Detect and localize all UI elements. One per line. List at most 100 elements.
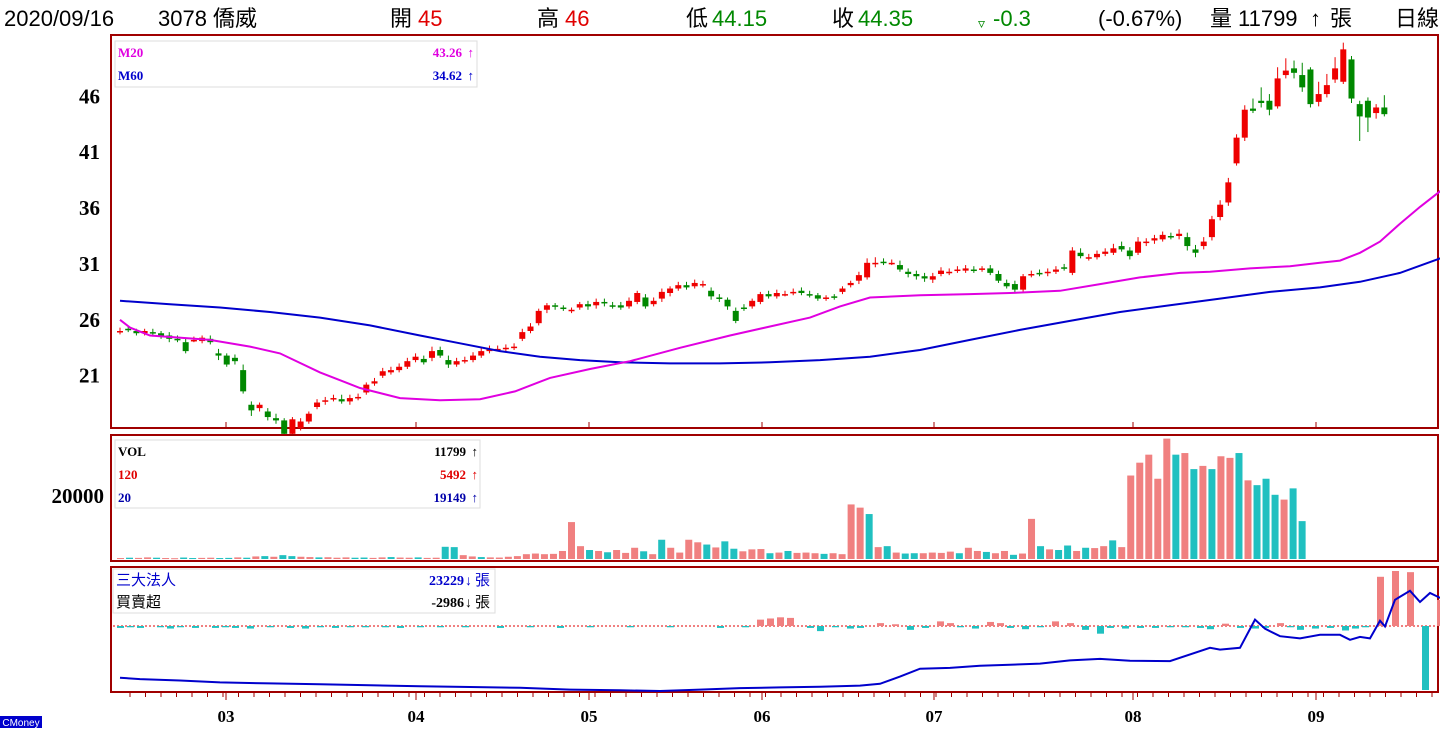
net-bar xyxy=(1297,626,1304,630)
volume-bar xyxy=(1109,540,1117,559)
net-bar xyxy=(1342,626,1349,631)
x-tick-label: 03 xyxy=(218,707,235,726)
candle-body xyxy=(699,284,706,286)
candle-body xyxy=(502,347,509,350)
candle-body xyxy=(1274,78,1281,107)
net-bar xyxy=(937,621,944,626)
candle-body xyxy=(338,399,345,402)
volume-bar xyxy=(333,557,341,559)
volume-bar xyxy=(360,557,368,559)
candle-body xyxy=(1061,267,1068,269)
candle-body xyxy=(642,297,649,307)
net-legend-value: -2986 xyxy=(431,596,464,611)
net-bar xyxy=(587,626,594,628)
volume-bar xyxy=(1000,550,1008,559)
candle-body xyxy=(757,294,764,302)
volume-bar xyxy=(1046,549,1054,559)
volume-bar xyxy=(459,555,467,559)
volume-value: 11799 xyxy=(1238,6,1298,31)
volume-bar xyxy=(423,557,431,559)
volume-bar xyxy=(405,557,413,559)
volume-bar xyxy=(748,549,756,559)
candle-body xyxy=(798,290,805,293)
candle-body xyxy=(1323,85,1330,95)
candle-body xyxy=(1266,100,1273,110)
vol20-legend-value: 19149 xyxy=(434,490,467,505)
candle-body xyxy=(1225,182,1232,203)
volume-bar xyxy=(802,552,810,559)
volume-bar xyxy=(820,553,828,559)
candle-body xyxy=(1003,282,1010,287)
cmoney-logo-text: CMoney xyxy=(2,718,39,729)
low-label: 低 xyxy=(686,6,709,31)
candle-body xyxy=(650,300,657,305)
net-bar xyxy=(847,626,854,629)
net-bar xyxy=(192,626,199,628)
candle-body xyxy=(593,301,600,306)
volume-bar xyxy=(1253,485,1261,559)
candle-body xyxy=(125,328,132,331)
net-bar xyxy=(777,617,784,626)
net-legend-name: 買賣超 xyxy=(116,594,161,611)
net-bar xyxy=(137,626,144,628)
net-bar xyxy=(302,626,309,629)
net-bar xyxy=(987,621,994,626)
volume-bar xyxy=(946,551,954,559)
candle-body xyxy=(322,400,329,402)
net-legend-unit: 張 xyxy=(475,594,490,611)
candle-body xyxy=(1011,284,1018,290)
candle-body xyxy=(420,358,427,363)
candle-body xyxy=(872,262,879,265)
candle-body xyxy=(190,339,197,342)
change-percent: (-0.67%) xyxy=(1098,6,1183,31)
net-bar xyxy=(362,626,369,628)
net-bar xyxy=(1082,626,1089,630)
candle-body xyxy=(938,270,944,274)
volume-bar xyxy=(171,558,179,560)
candle-body xyxy=(1332,68,1339,80)
x-tick-label: 08 xyxy=(1125,707,1142,726)
candle-body xyxy=(272,418,279,421)
candle-body xyxy=(428,351,435,358)
volume-bar xyxy=(676,552,684,559)
candle-body xyxy=(814,295,821,299)
volume-bar xyxy=(1145,454,1153,559)
vol-legend-name: VOL xyxy=(118,444,146,459)
trade-date: 2020/09/16 xyxy=(4,6,115,31)
volume-bar xyxy=(964,547,972,559)
institutional-legend-box xyxy=(112,568,496,614)
net-bar xyxy=(627,626,634,628)
volume-bar xyxy=(901,553,909,559)
volume-bar xyxy=(919,553,927,559)
net-bar xyxy=(892,624,899,626)
volume-bar xyxy=(234,557,242,559)
candle-body xyxy=(1356,104,1363,117)
vol120-up-arrow-icon: ↑ xyxy=(472,467,479,482)
ma20-legend-name: M20 xyxy=(118,45,143,60)
x-tick-label: 04 xyxy=(408,707,426,726)
candle-body xyxy=(1110,248,1117,253)
net-bar xyxy=(1137,626,1144,628)
volume-bar xyxy=(378,557,386,559)
volume-panel: VOL 11799 ↑ 120 5492 ↑ 20 19149 ↑ xyxy=(110,434,1439,562)
candle-body xyxy=(1381,107,1388,115)
volume-bar xyxy=(1289,488,1297,559)
candle-body xyxy=(806,294,813,296)
net-bar xyxy=(877,623,884,626)
candle-body xyxy=(174,338,181,341)
candle-body xyxy=(970,269,977,272)
volume-bar xyxy=(1181,453,1189,559)
net-bar xyxy=(972,626,979,629)
volume-bar xyxy=(486,557,494,559)
volume-bar xyxy=(1271,494,1279,559)
candle-body xyxy=(609,305,616,307)
net-bar xyxy=(1252,626,1259,629)
net-bar xyxy=(157,626,164,628)
net-bar xyxy=(1222,623,1229,626)
candle-body xyxy=(905,271,912,274)
net-bar xyxy=(922,626,929,628)
net-bar xyxy=(667,626,674,628)
volume-bar xyxy=(261,556,269,559)
y-tick-label: 21 xyxy=(79,364,100,388)
volume-bar xyxy=(1298,521,1306,559)
